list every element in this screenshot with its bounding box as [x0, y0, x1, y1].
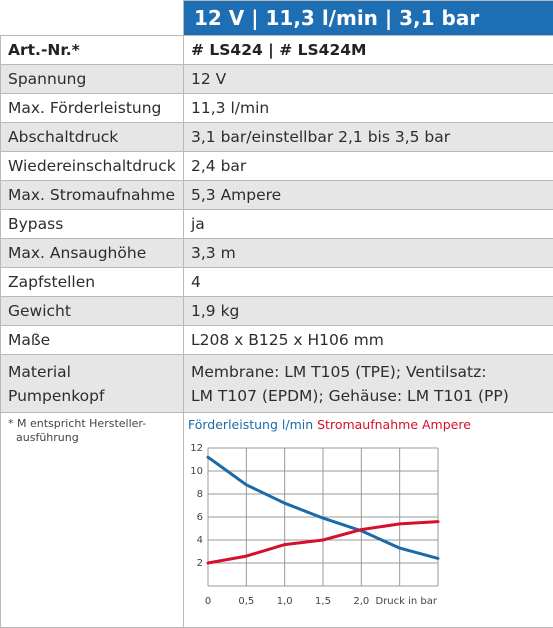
spec-row-wiedereinschaltdruck: Wiedereinschaltdruck 2,4 bar — [1, 152, 553, 181]
chart-cell: Förderleistung l/min Stromaufnahme Amper… — [184, 413, 553, 628]
spec-label: Wiedereinschaltdruck — [1, 152, 184, 181]
legend-foerderleistung: Förderleistung l/min — [188, 417, 313, 432]
material-label-line2: Pumpenkopf — [8, 387, 104, 405]
spec-row-bypass: Bypass ja — [1, 210, 553, 239]
spec-row-spannung: Spannung 12 V — [1, 65, 553, 94]
spec-label: Maße — [1, 326, 184, 355]
header-title: 12 V | 11,3 l/min | 3,1 bar — [184, 1, 553, 36]
spec-row-ansaughoehe: Max. Ansaughöhe 3,3 m — [1, 239, 553, 268]
spec-label: Spannung — [1, 65, 184, 94]
header-row: 12 V | 11,3 l/min | 3,1 bar — [1, 1, 553, 36]
spec-label: Zapfstellen — [1, 268, 184, 297]
x-tick-label: 1,0 — [277, 596, 293, 607]
y-tick-label: 4 — [197, 535, 203, 546]
spec-value: L208 x B125 x H106 mm — [184, 326, 553, 355]
spec-row-abschaltdruck: Abschaltdruck 3,1 bar/einstellbar 2,1 bi… — [1, 123, 553, 152]
spec-label: Max. Förderleistung — [1, 94, 184, 123]
material-label: Material Pumpenkopf — [1, 355, 184, 413]
material-label-line1: Material — [8, 363, 71, 381]
spec-label: Gewicht — [1, 297, 184, 326]
x-axis-label: Druck in bar — [376, 596, 438, 607]
spec-row-zapfstellen: Zapfstellen 4 — [1, 268, 553, 297]
spec-value: 4 — [184, 268, 553, 297]
footnote: * M entspricht Hersteller- ausführung — [8, 417, 183, 445]
art-nr-label: Art.-Nr.* — [1, 36, 184, 65]
chart-legend: Förderleistung l/min Stromaufnahme Amper… — [188, 417, 553, 432]
art-nr-row: Art.-Nr.* # LS424 | # LS424M — [1, 36, 553, 65]
y-tick-label: 8 — [197, 489, 203, 500]
spec-value: 5,3 Ampere — [184, 181, 553, 210]
header-blank-cell — [1, 1, 184, 36]
spec-label: Max. Stromaufnahme — [1, 181, 184, 210]
spec-row-material: Material Pumpenkopf Membrane: LM T105 (T… — [1, 355, 553, 413]
y-tick-label: 2 — [197, 558, 203, 569]
spec-row-gewicht: Gewicht 1,9 kg — [1, 297, 553, 326]
spec-label: Max. Ansaughöhe — [1, 239, 184, 268]
x-tick-label: 0,5 — [238, 596, 254, 607]
footnote-line2: ausführung — [8, 431, 79, 444]
footer-row: * M entspricht Hersteller- ausführung Fö… — [1, 413, 553, 628]
spec-row-stromaufnahme: Max. Stromaufnahme 5,3 Ampere — [1, 181, 553, 210]
spec-value: 12 V — [184, 65, 553, 94]
spec-value: 3,1 bar/einstellbar 2,1 bis 3,5 bar — [184, 123, 553, 152]
x-tick-label: 1,5 — [315, 596, 331, 607]
spec-label: Abschaltdruck — [1, 123, 184, 152]
x-tick-label: 2,0 — [353, 596, 369, 607]
y-tick-label: 10 — [190, 466, 203, 477]
material-value: Membrane: LM T105 (TPE); Ventilsatz: LM … — [184, 355, 553, 413]
y-tick-label: 12 — [190, 443, 203, 454]
performance-chart-svg: 2 4 6 8 10 12 0 0,5 1,0 1,5 2,0 Druck in bar — [188, 436, 543, 611]
spec-value: ja — [184, 210, 553, 239]
y-tick-label: 6 — [197, 512, 203, 523]
performance-chart: 2 4 6 8 10 12 0 0,5 1,0 1,5 2,0 Druck in bar — [188, 436, 543, 611]
spec-value: 3,3 m — [184, 239, 553, 268]
x-tick-label: 0 — [205, 596, 211, 607]
material-value-line1: Membrane: LM T105 (TPE); Ventilsatz: — [191, 363, 486, 381]
spec-row-foerderleistung: Max. Förderleistung 11,3 l/min — [1, 94, 553, 123]
art-nr-value: # LS424 | # LS424M — [184, 36, 553, 65]
legend-stromaufnahme: Stromaufnahme Ampere — [317, 417, 471, 432]
footnote-line1: * M entspricht Hersteller- — [8, 417, 146, 430]
spec-value: 11,3 l/min — [184, 94, 553, 123]
material-value-line2: LM T107 (EPDM); Gehäuse: LM T101 (PP) — [191, 387, 509, 405]
spec-label: Bypass — [1, 210, 184, 239]
spec-value: 2,4 bar — [184, 152, 553, 181]
spec-value: 1,9 kg — [184, 297, 553, 326]
footnote-cell: * M entspricht Hersteller- ausführung — [1, 413, 184, 628]
spec-row-masse: Maße L208 x B125 x H106 mm — [1, 326, 553, 355]
